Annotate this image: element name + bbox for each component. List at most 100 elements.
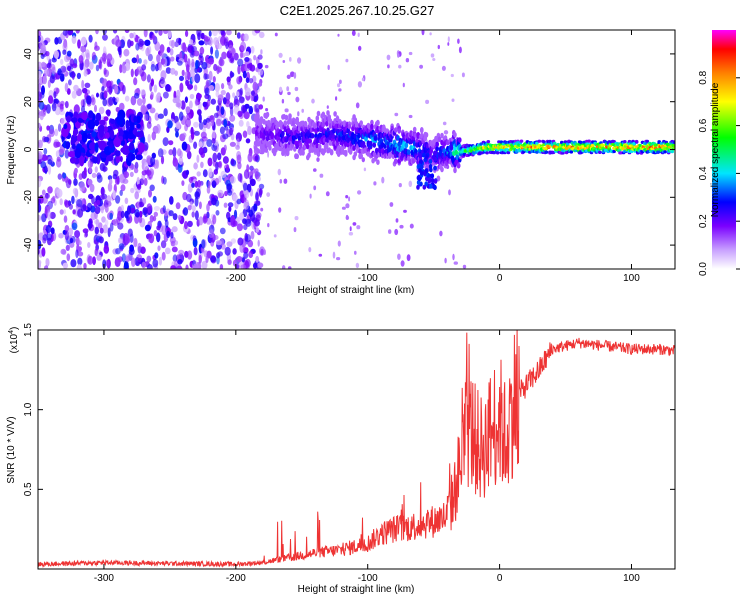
spectrogram-cluster-blob [129,120,135,131]
spectrogram-ridge-cell [310,133,315,139]
spectrogram-noise-blob [189,39,194,45]
spectrogram-noise-blob [59,109,65,116]
spectrogram-noise-blob [136,87,140,94]
spectrogram-faint-blob [326,105,329,109]
spectrogram-noise-blob [179,82,184,93]
spectrogram-noise-blob [168,149,174,156]
spectrogram-ridge-cell [288,113,292,119]
spectrogram-noise-blob [220,89,226,96]
spectrogram-noise-blob [38,101,45,110]
spectrogram-noise-blob [100,186,105,196]
spectrogram-noise-blob [136,176,140,186]
spectrogram-faint-blob [274,32,278,37]
spectrogram-noise-blob [258,183,265,190]
spectrogram-faint-blob [457,38,460,44]
spectrogram-cluster-blob [66,115,71,123]
spectrogram-ridge-cell [621,146,626,150]
spectrogram-faint-blob [287,266,292,269]
spectrogram-noise-blob [150,91,154,99]
spectrogram-noise-blob [212,235,219,240]
spectrogram-cluster-blob [81,132,88,143]
spectrogram-noise-blob [52,195,56,202]
spectrogram-y-label: Frequency (Hz) [6,116,17,185]
spectrogram-ridge-cell [321,111,326,118]
spectrogram-noise-blob [60,59,64,65]
spectrogram-noise-blob [198,201,202,210]
spectrogram-noise-blob [149,82,153,92]
spectrogram-noise-blob [143,162,149,171]
spectrogram-noise-blob [205,255,209,263]
spectrogram-ridge-cell [347,123,352,130]
spectrogram-noise-blob [213,112,219,119]
spectrogram-noise-blob [258,31,265,39]
spectrogram-faint-blob [267,150,270,158]
spectrogram-faint-blob [345,58,349,63]
spectrogram-noise-blob [64,225,70,232]
spectrogram-tail-blob [427,178,432,184]
spectrogram-noise-blob [134,92,140,99]
spectrogram-noise-blob [49,129,55,137]
spectrogram-ridge-cell [317,144,322,150]
spectrogram-noise-blob [249,78,254,84]
spectrogram-faint-blob [439,230,443,237]
spectrogram-ridge-cell [590,143,595,147]
spectrogram-noise-blob [109,212,113,220]
colorbar-ticks: 0.0 0.2 0.4 0.6 0.8 [698,70,740,276]
spectrogram-noise-blob [58,232,64,239]
spectrogram-noise-blob [240,41,247,52]
spectrogram-noise-blob [201,260,208,269]
spectrogram-noise-blob [260,248,264,256]
spectrogram-noise-blob [97,222,103,229]
spectrogram-noise-blob [98,106,105,115]
x-tick-label: 0 [497,273,503,284]
spectrogram-noise-blob [212,76,216,83]
spectrogram-noise-blob [258,104,264,110]
spectrogram-ridge-cell [435,141,440,147]
spectrogram-ridge-cell [560,140,564,144]
spectrogram-ridge-cell [316,110,321,117]
spectrogram-noise-blob [236,91,240,97]
spectrogram-noise-blob [129,244,135,252]
spectrogram-noise-blob [65,244,70,251]
spectrogram-noise-blob [47,159,53,165]
spectrogram-noise-blob [41,61,46,68]
spectrogram-noise-blob [187,250,193,260]
spectrogram-noise-blob [158,256,163,266]
spectrogram-noise-blob [120,204,125,212]
spectrogram-noise-blob [72,187,78,195]
spectrogram-cluster-blob [109,129,115,140]
spectrogram-noise-blob [119,156,123,162]
spectrogram-noise-blob [98,236,104,244]
spectrogram-y-ticks: -40 -20 0 20 40 [23,48,675,252]
colorbar-tick-label: 0.4 [698,166,709,180]
spectrogram-noise-blob [87,178,93,186]
spectrogram-noise-blob [151,131,157,141]
spectrogram-noise-blob [153,84,158,93]
spectrogram-noise-blob [95,30,99,35]
x-tick-label: -200 [226,573,246,584]
spectrogram-noise-blob [252,81,258,91]
spectrogram-faint-blob [309,193,312,199]
spectrogram-faint-blob [408,114,413,119]
spectrogram-noise-blob [217,152,222,161]
spectrogram-noise-blob [132,32,136,39]
spectrogram-noise-blob [180,100,186,110]
spectrogram-noise-blob [194,210,199,221]
spectrogram-noise-blob [90,212,97,221]
spectrogram-cluster-blob [95,112,102,122]
spectrogram-cluster-blob [125,119,130,130]
spectrogram-noise-blob [230,158,235,166]
spectrogram-noise-blob [55,141,61,148]
spectrogram-faint-blob [286,74,291,80]
spectrogram-faint-blob [257,82,263,87]
spectrogram-noise-blob [184,96,188,103]
spectrogram-faint-blob [294,86,299,92]
x-tick-label: 0 [497,573,503,584]
spectrogram-ridge-cell [268,145,272,151]
spectrogram-noise-blob [149,184,155,192]
spectrogram-noise-blob [244,87,251,97]
spectrogram-ridge-cell [283,120,288,126]
spectrogram-noise-blob [226,183,233,191]
spectrogram-noise-blob [57,173,62,180]
spectrogram-noise-blob [236,32,241,39]
